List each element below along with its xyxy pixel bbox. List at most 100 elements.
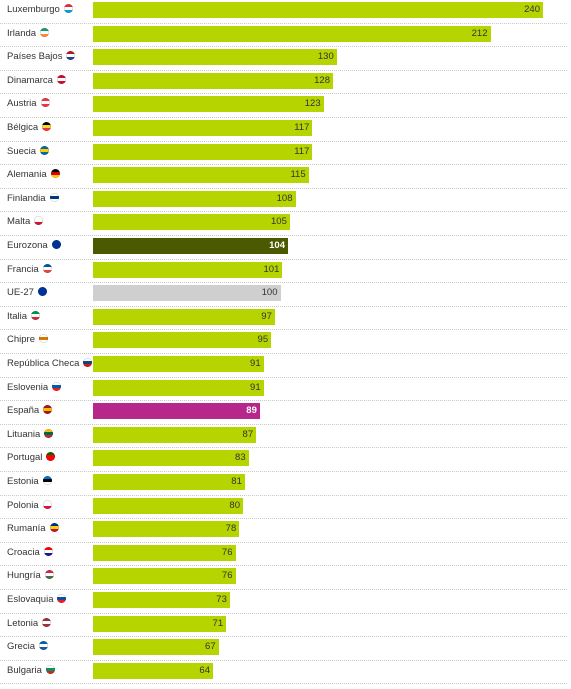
data-label: 71: [212, 617, 224, 629]
bar: 78: [93, 521, 240, 538]
bar: 212: [93, 25, 491, 42]
latvia-flag-icon: [42, 617, 52, 627]
cyprus-flag-icon: [39, 334, 48, 344]
chart-row: Suecia 117: [0, 142, 567, 166]
chart-row: Letonia 71: [0, 614, 567, 638]
bar: 117: [93, 120, 313, 136]
chart-row: Luxemburgo 240: [0, 0, 567, 24]
data-label: 212: [471, 27, 488, 39]
category-label: Finlandia: [7, 192, 59, 206]
category-label-text: España: [7, 405, 40, 417]
data-label: 95: [257, 334, 269, 346]
bar: 108: [93, 190, 296, 207]
bar: 76: [93, 568, 236, 585]
data-label: 89: [246, 405, 257, 417]
austria-flag-icon: [40, 98, 50, 108]
category-label-text: Bélgica: [7, 122, 39, 133]
chart-row: Malta 105: [0, 212, 567, 236]
chart-row: Lituania 87: [0, 425, 567, 449]
bulgaria-flag-icon: [45, 664, 55, 674]
data-label: 104: [269, 240, 285, 251]
chart-row: República Checa 91: [0, 354, 567, 378]
ireland-flag-icon: [40, 27, 50, 37]
eu27-flag-icon: [37, 287, 47, 297]
data-label: 67: [205, 641, 216, 653]
category-label: Irlanda: [7, 27, 50, 41]
chart-row: Francia 101: [0, 260, 567, 284]
chart-row: Estonia 81: [0, 472, 567, 496]
chart-row: Países Bajos 130: [0, 47, 567, 71]
category-label-text: Finlandia: [7, 192, 46, 204]
data-label: 76: [221, 570, 233, 582]
estonia-flag-icon: [42, 476, 52, 485]
germany-flag-icon: [50, 169, 60, 179]
chart-row: Polonia 80: [0, 496, 567, 520]
category-label-text: Estonia: [7, 476, 39, 487]
hungary-flag-icon: [44, 570, 54, 580]
data-label: 117: [294, 145, 310, 157]
category-label-text: Luxemburgo: [7, 4, 60, 15]
bar: 64: [93, 662, 213, 679]
data-label: 100: [261, 287, 278, 299]
category-label-text: Malta: [7, 216, 31, 228]
croatia-flag-icon: [43, 546, 53, 556]
bar: 101: [93, 261, 283, 278]
chart-row: Austria 123: [0, 94, 567, 118]
data-label: 123: [304, 98, 321, 110]
greece-flag-icon: [38, 641, 48, 651]
category-label: Alemania: [7, 168, 60, 182]
netherlands-flag-icon: [66, 51, 76, 61]
bar: 128: [93, 72, 333, 89]
category-label-text: Italia: [7, 310, 28, 322]
chart-row: Grecia 67: [0, 637, 567, 661]
sweden-flag-icon: [40, 145, 50, 155]
data-label: 128: [314, 74, 330, 86]
data-label: 130: [317, 51, 334, 63]
bar: 73: [93, 592, 230, 608]
category-label: Letonia: [7, 617, 52, 631]
chart-row: Portugal 83: [0, 448, 567, 472]
category-label: Suecia: [7, 145, 50, 159]
category-label: Italia: [7, 310, 41, 324]
category-label-text: Rumanía: [7, 523, 46, 535]
category-label: Bulgaria: [7, 664, 55, 678]
italy-flag-icon: [31, 310, 41, 320]
category-label: Bélgica: [7, 121, 52, 135]
category-label-text: Hungría: [7, 570, 41, 582]
category-label: República Checa: [7, 357, 93, 371]
category-label-text: Lituania: [7, 428, 41, 440]
category-label-text: Eslovenia: [7, 381, 49, 393]
bar: 115: [93, 167, 309, 184]
czechia-flag-icon: [83, 358, 93, 367]
category-label: Portugal: [7, 451, 56, 465]
belgium-flag-icon: [42, 122, 52, 131]
category-label: Francia: [7, 263, 52, 277]
slovenia-flag-icon: [52, 381, 62, 391]
data-label: 81: [231, 476, 242, 487]
bar: 76: [93, 544, 236, 561]
category-label-text: Bulgaria: [7, 664, 42, 676]
chart-row: Finlandia 108: [0, 189, 567, 213]
chart-row: Chipre 95: [0, 330, 567, 354]
data-label: 76: [221, 546, 233, 558]
bar: 87: [93, 426, 257, 443]
category-label-text: Austria: [7, 98, 37, 110]
category-label-text: Chipre: [7, 334, 35, 346]
category-label: Estonia: [7, 475, 52, 489]
category-label: Eslovenia: [7, 381, 62, 395]
chart-row: España 89: [0, 401, 567, 425]
bar: 81: [93, 474, 245, 490]
bar: 130: [93, 49, 337, 66]
bar: 117: [93, 143, 313, 160]
category-label: Rumanía: [7, 522, 59, 536]
category-label: Dinamarca: [7, 74, 66, 88]
category-label: Hungría: [7, 569, 54, 583]
chart-row: Bulgaria 64: [0, 661, 567, 685]
data-label: 105: [271, 216, 287, 228]
poland-flag-icon: [42, 499, 52, 509]
bar: 105: [93, 214, 290, 231]
data-label: 91: [250, 358, 261, 369]
data-label: 108: [276, 192, 293, 204]
bar: 89: [93, 403, 260, 420]
